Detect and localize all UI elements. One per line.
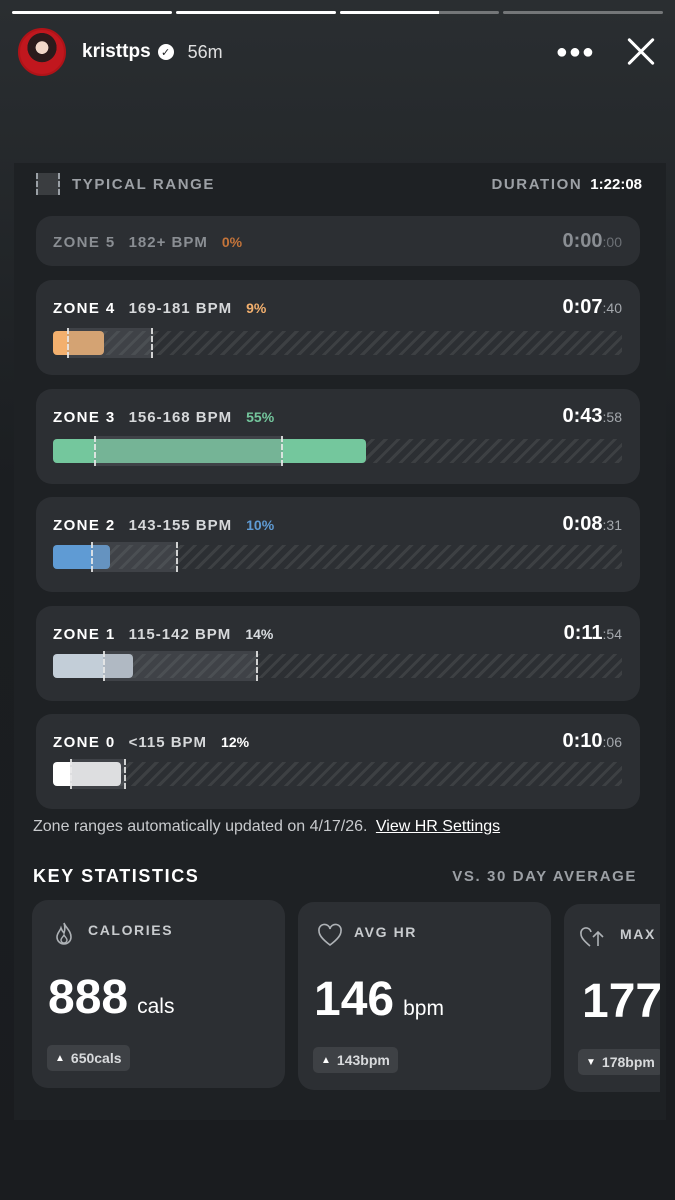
progress-segment [12, 11, 172, 14]
stat-unit: cals [137, 995, 175, 1018]
typical-range-marker [93, 436, 284, 466]
zone-bpm: 115-142 BPM [128, 626, 232, 643]
zone-track [53, 759, 622, 789]
typical-range-icon [36, 173, 60, 195]
flame-icon [56, 922, 72, 945]
duration-label: DURATION [491, 175, 583, 193]
stat-value: 146 bpm [314, 972, 444, 1027]
zone-update-note: Zone ranges automatically updated on 4/1… [33, 818, 500, 836]
story-header: kristtps ✓ 56m ●●● [18, 28, 661, 76]
arrow-up-icon: ▲ [321, 1054, 331, 1066]
zone-time: 0:07:40 [562, 296, 623, 318]
typical-range-marker [90, 542, 178, 572]
zone-track [53, 651, 622, 681]
stat-card-max-hr[interactable]: MAX 177 ▼ 178bpm [564, 904, 660, 1092]
zone-time: 0:00:00 [562, 230, 623, 252]
stat-label: CALORIES [88, 922, 174, 938]
zone-name: ZONE 1 [53, 626, 116, 643]
avatar[interactable] [18, 28, 66, 76]
stat-label: MAX [620, 926, 656, 942]
stat-number: 146 [314, 973, 395, 1026]
zone-percent: 55% [246, 409, 275, 425]
zone-bpm: 169-181 BPM [128, 300, 233, 317]
range-header: TYPICAL RANGE DURATION 1:22:08 [36, 172, 642, 196]
progress-segment [339, 11, 500, 14]
verified-badge-icon: ✓ [157, 44, 174, 60]
heart-icon [318, 923, 342, 947]
stat-number: 888 [48, 971, 129, 1024]
zone-bpm: <115 BPM [128, 734, 208, 751]
zone-bar [53, 331, 105, 355]
key-statistics-title: KEY STATISTICS [33, 866, 200, 886]
stat-label: AVG HR [354, 924, 418, 940]
zone-row-2[interactable]: ZONE 2 143-155 BPM 10% 0:08:31 [36, 497, 640, 592]
zone-bpm: 156-168 BPM [128, 409, 233, 426]
average-chip: ▼ 178bpm [578, 1049, 660, 1075]
zone-percent: 14% [245, 626, 274, 642]
zone-row-5[interactable]: ZONE 5 182+ BPM 0% 0:00:00 [36, 216, 640, 266]
zone-name: ZONE 5 [53, 234, 116, 251]
post-time: 56m [187, 41, 223, 62]
zone-percent: 12% [221, 734, 250, 750]
key-statistics-header: KEY STATISTICS VS. 30 DAY AVERAGE [33, 866, 637, 887]
note-text: Zone ranges automatically updated on 4/1… [33, 818, 368, 835]
zone-bpm: 182+ BPM [128, 234, 208, 251]
zone-name: ZONE 2 [53, 517, 116, 534]
zone-time: 0:11:54 [563, 622, 622, 644]
stat-card-calories[interactable]: CALORIES 888 cals ▲ 650cals [32, 900, 285, 1088]
typical-range-marker [103, 651, 259, 681]
arrow-down-icon: ▼ [586, 1056, 596, 1068]
typical-range-label: TYPICAL RANGE [72, 175, 216, 193]
zone-row-1[interactable]: ZONE 1 115-142 BPM 14% 0:11:54 [36, 606, 640, 701]
stat-value: 177 [582, 974, 660, 1029]
zone-track [53, 436, 622, 466]
zone-time: 0:08:31 [562, 513, 623, 535]
typical-range-marker [66, 328, 153, 358]
zone-percent: 0% [221, 234, 243, 250]
zone-percent: 9% [246, 300, 267, 316]
zone-bar [53, 439, 366, 463]
zone-time: 0:43:58 [562, 405, 623, 427]
progress-segment [175, 11, 336, 14]
typical-range-marker [69, 759, 127, 789]
heart-up-icon [580, 927, 604, 947]
stat-card-avg-hr[interactable]: AVG HR 146 bpm ▲ 143bpm [298, 902, 551, 1090]
zone-name: ZONE 4 [53, 300, 116, 317]
zone-row-0[interactable]: ZONE 0 <115 BPM 12% 0:10:06 [36, 714, 640, 809]
zone-percent: 10% [246, 517, 275, 533]
zone-bpm: 143-155 BPM [128, 517, 233, 534]
view-hr-settings-link[interactable]: View HR Settings [375, 818, 501, 835]
zone-track [53, 328, 622, 358]
arrow-up-icon: ▲ [55, 1052, 65, 1064]
average-chip: ▲ 143bpm [313, 1047, 398, 1073]
close-icon[interactable] [621, 32, 661, 72]
story-progress [12, 11, 663, 14]
stat-number: 177 [582, 975, 660, 1028]
zone-row-3[interactable]: ZONE 3 156-168 BPM 55% 0:43:58 [36, 389, 640, 484]
zone-track [53, 542, 622, 572]
average-value: 650cals [70, 1050, 122, 1066]
zone-time: 0:10:06 [562, 730, 623, 752]
comparison-label: VS. 30 DAY AVERAGE [452, 868, 637, 885]
zone-bar [53, 762, 122, 786]
zone-name: ZONE 0 [53, 734, 116, 751]
progress-segment [503, 11, 663, 14]
zone-name: ZONE 3 [53, 409, 116, 426]
zone-row-4[interactable]: ZONE 4 169-181 BPM 9% 0:07:40 [36, 280, 640, 375]
average-value: 143bpm [336, 1052, 390, 1068]
zone-bar [53, 545, 110, 569]
stat-unit: bpm [403, 997, 444, 1020]
zone-bar [53, 654, 133, 678]
duration: DURATION 1:22:08 [491, 176, 642, 193]
duration-value: 1:22:08 [590, 175, 642, 193]
stat-value: 888 cals [48, 970, 174, 1025]
average-chip: ▲ 650cals [47, 1045, 130, 1071]
more-options-icon[interactable]: ●●● [555, 40, 595, 63]
username[interactable]: kristtps [82, 41, 151, 62]
average-value: 178bpm [601, 1054, 655, 1070]
